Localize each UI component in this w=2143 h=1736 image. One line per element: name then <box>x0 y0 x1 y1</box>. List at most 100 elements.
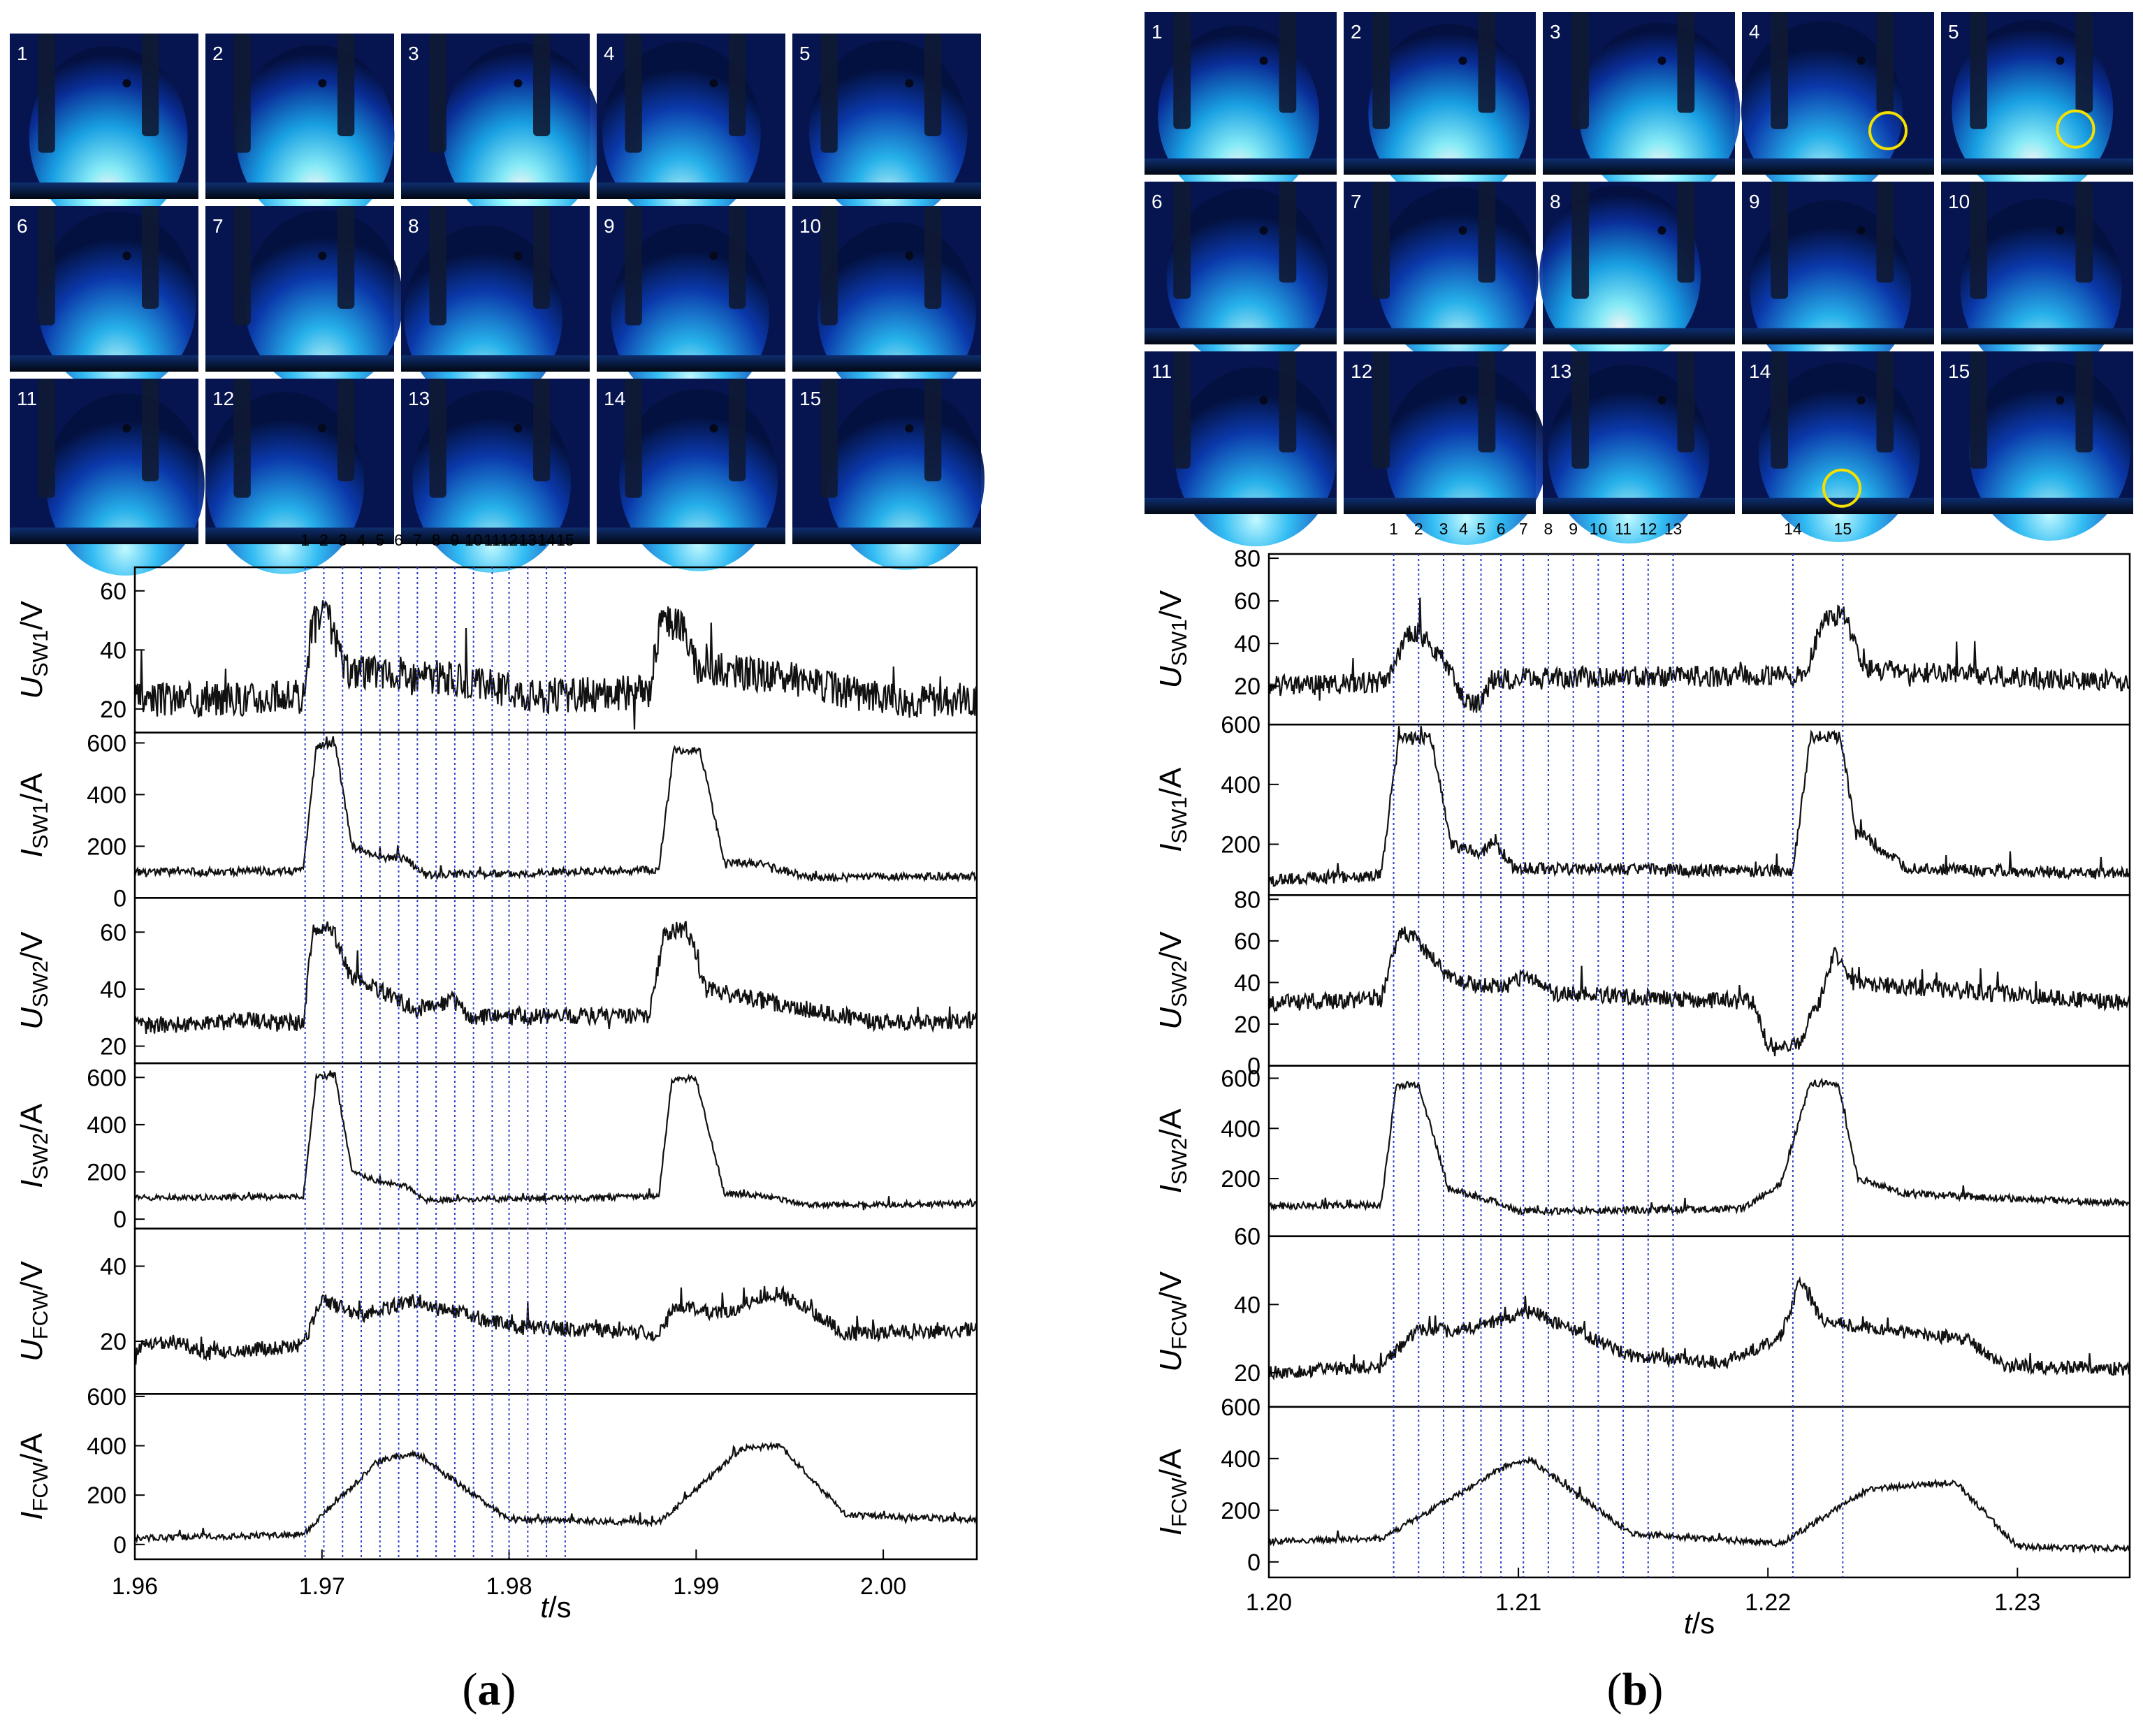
frame-label: 9 <box>604 215 615 237</box>
frame-b-6: 6 <box>1145 182 1337 367</box>
series-line <box>1267 726 2130 887</box>
frame-a-15: 15 <box>792 379 985 570</box>
frame-label: 13 <box>1550 360 1571 382</box>
series-line <box>1267 926 2131 1057</box>
subplot-frame <box>133 1227 978 1395</box>
ytick-label: 40 <box>1234 970 1261 996</box>
frame-b-5: 5 <box>1941 12 2133 199</box>
ytick-label: 400 <box>87 782 126 808</box>
series-line <box>133 921 978 1034</box>
frame-marker-label: 1 <box>300 531 310 549</box>
xtick-label: 1.98 <box>486 1573 532 1600</box>
frame-marker-label: 2 <box>1414 520 1423 538</box>
frame-marker-label: 10 <box>465 531 483 549</box>
ytick-label: 60 <box>1234 588 1261 615</box>
ytick-label: 40 <box>100 637 126 664</box>
frame-marker-label: 15 <box>556 531 574 549</box>
frame-b-7: 7 <box>1344 182 1539 366</box>
subplot-frame <box>1267 553 2131 726</box>
frame-label: 6 <box>17 215 28 237</box>
frame-a-8: 8 <box>401 206 590 408</box>
y-axis-label: USW1/V <box>15 600 52 699</box>
frame-label: 13 <box>408 388 430 409</box>
ytick-label: 40 <box>100 977 126 1003</box>
ytick-label: 20 <box>100 1034 126 1060</box>
frame-marker-label: 15 <box>1834 520 1852 538</box>
subplot-i-sw2: 200 400 600 ISW2/A <box>1154 1065 2131 1237</box>
frame-marker-label: 13 <box>1664 520 1683 538</box>
frame-a-4: 4 <box>597 34 785 224</box>
highlight-circle <box>2056 109 2095 149</box>
series-line <box>133 600 978 730</box>
frame-a-9: 9 <box>597 206 785 406</box>
frame-marker-label: 9 <box>1569 520 1578 538</box>
series-line <box>133 1285 978 1365</box>
frame-marker-label: 5 <box>375 531 384 549</box>
xtick-label: 1.22 <box>1745 1589 1791 1616</box>
series-line <box>134 1070 978 1211</box>
caption-b: (b) <box>1607 1664 1664 1715</box>
highlight-circle <box>1822 468 1861 508</box>
frame-label: 14 <box>1749 360 1771 382</box>
subplot-u-sw1: 20 40 60 80 USW1/V <box>1154 546 2131 726</box>
frame-label: 14 <box>604 388 625 409</box>
ytick-label: 200 <box>1221 832 1261 859</box>
frame-label: 4 <box>604 43 615 64</box>
frame-label: 1 <box>1152 21 1163 43</box>
chart-a: 204060USW1/V0200400600ISW1/A204060USW2/V… <box>15 531 978 1624</box>
ytick-label: 20 <box>100 1329 126 1355</box>
ytick-label: 60 <box>100 919 126 946</box>
ytick-label: 0 <box>113 885 126 912</box>
ytick-label: 20 <box>1234 673 1261 700</box>
frame-label: 6 <box>1152 191 1163 212</box>
frame-label: 11 <box>1152 360 1172 382</box>
series-line <box>133 736 978 884</box>
ytick-label: 600 <box>1221 712 1261 738</box>
frame-label: 10 <box>1948 191 1970 212</box>
series-line <box>1267 597 2131 714</box>
series-line <box>1268 1455 2130 1554</box>
ytick-label: 60 <box>1234 1224 1261 1250</box>
frame-a-2: 2 <box>205 34 395 227</box>
frame-label: 11 <box>17 388 37 409</box>
subplot-frame <box>133 1062 978 1230</box>
frame-marker-label: 6 <box>394 531 403 549</box>
frame-label: 5 <box>799 43 811 64</box>
series-line <box>1268 1077 2130 1217</box>
y-axis-label: ISW2/A <box>1154 1108 1191 1193</box>
frame-b-1: 1 <box>1145 12 1337 205</box>
frame-label: 2 <box>212 43 224 64</box>
frame-marker-label: 1 <box>1389 520 1398 538</box>
ytick-label: 400 <box>1221 1446 1261 1473</box>
subplot-u-sw1: 20 40 60 USW1/V <box>15 566 978 734</box>
ytick-label: 40 <box>1234 631 1261 657</box>
frame-label: 15 <box>799 388 821 409</box>
subplot-i-fcw: 0 200 400 600 IFCW/A <box>15 1384 978 1561</box>
frame-label: 8 <box>408 215 419 237</box>
frame-marker-label: 14 <box>1784 520 1802 538</box>
frame-marker-label: 11 <box>1615 520 1632 538</box>
ytick-label: 0 <box>113 1532 126 1559</box>
frame-label: 8 <box>1550 191 1561 212</box>
y-axis-label: ISW1/A <box>15 773 52 858</box>
frame-a-11: 11 <box>10 379 205 576</box>
x-axis-label: t/s <box>1684 1607 1715 1640</box>
y-axis-label: UFCW/V <box>1154 1271 1191 1372</box>
subplot-u-fcw: 20 40 UFCW/V <box>15 1227 978 1395</box>
subplot-u-sw2: 20 40 60 USW2/V <box>15 897 978 1065</box>
subplot-i-sw1: 0 200 400 600 ISW1/A <box>15 730 978 912</box>
frame-marker-label: 3 <box>1439 520 1448 538</box>
ytick-label: 60 <box>1234 928 1261 955</box>
frame-marker-label: 4 <box>1459 520 1468 538</box>
ytick-label: 20 <box>1234 1012 1261 1038</box>
ytick-label: 200 <box>87 833 126 860</box>
frame-label: 4 <box>1749 21 1760 43</box>
ytick-label: 600 <box>87 1384 126 1410</box>
subplot-frame <box>1267 1235 2131 1408</box>
xtick-label: 1.96 <box>112 1573 158 1600</box>
frame-b-9: 9 <box>1742 182 1934 380</box>
waveform-plots: 204060USW1/V0200400600ISW1/A204060USW2/V… <box>15 520 2131 1640</box>
frame-a-5: 5 <box>792 34 981 223</box>
subplot-frame <box>133 897 978 1065</box>
